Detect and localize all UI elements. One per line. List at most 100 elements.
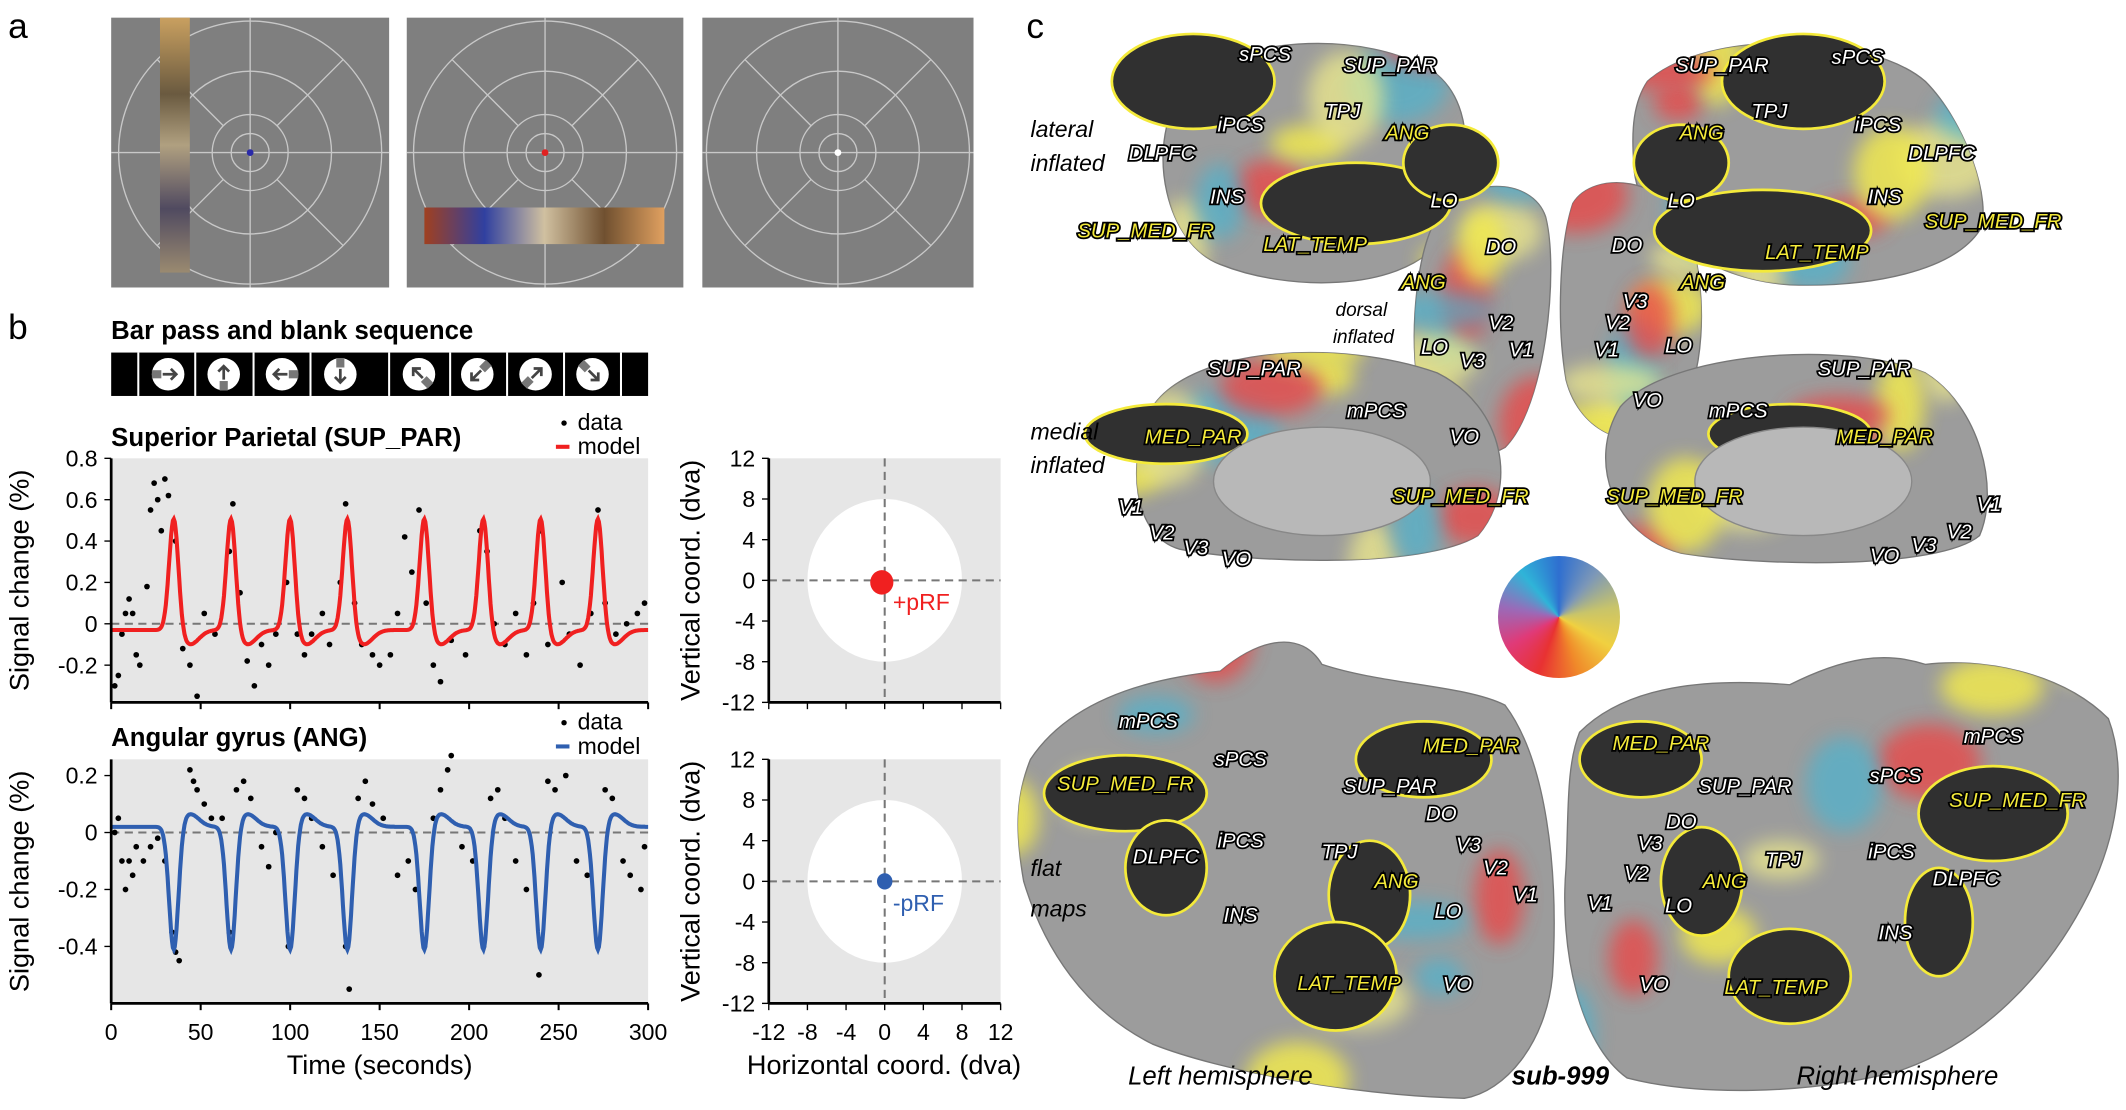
x-tick-label: 150 xyxy=(360,1019,398,1045)
data-point xyxy=(308,631,315,637)
roi-label-mpcs: mPCS xyxy=(1964,726,2023,748)
polar-grid-line xyxy=(571,59,639,127)
x-tick-label: 100 xyxy=(271,1019,309,1045)
activation-blob xyxy=(1117,695,1194,734)
roi-outline xyxy=(1917,764,2070,863)
data-point xyxy=(545,641,551,648)
roi-label-v2: V2 xyxy=(1624,863,1649,885)
data-point xyxy=(573,858,580,864)
data-point xyxy=(144,583,150,590)
data-point xyxy=(162,476,168,482)
activation-blob xyxy=(1307,51,1384,147)
data-point xyxy=(362,778,369,785)
y-axis-label: Signal change (%) xyxy=(3,771,34,993)
roi-outline xyxy=(1727,927,1853,1026)
data-point xyxy=(230,500,236,507)
data-point xyxy=(129,872,136,879)
data-point xyxy=(641,600,648,606)
data-point xyxy=(265,863,272,870)
bar-direction-icon xyxy=(402,357,436,391)
data-point xyxy=(119,858,125,864)
bar-direction-icon xyxy=(207,357,240,391)
x-axis-label: Time (seconds) xyxy=(287,1049,473,1080)
data-point xyxy=(129,610,136,617)
roi-label-mpcs: mPCS xyxy=(1119,711,1178,733)
plot-area xyxy=(111,759,649,1004)
data-point xyxy=(111,829,118,836)
data-point xyxy=(602,786,608,793)
icon-bar xyxy=(521,376,534,389)
roi-outline xyxy=(1273,920,1398,1032)
roi-outline xyxy=(1903,866,1975,978)
data-point xyxy=(219,815,225,822)
roi-label-v3: V3 xyxy=(1456,835,1482,857)
polar-grid-line xyxy=(276,59,344,127)
x-tick-label: 0 xyxy=(878,1019,891,1045)
x-tick-label: -4 xyxy=(836,1019,857,1045)
legend-data-marker xyxy=(561,420,567,426)
roi-label-sup-med-fr: SUP_MED_FR xyxy=(1606,486,1743,508)
legend-data-label: data xyxy=(578,709,623,735)
polar-grid-line xyxy=(451,59,519,127)
data-point xyxy=(487,795,494,802)
roi-label-dlpfc: DLPFC xyxy=(1129,143,1196,165)
roi-label-v2: V2 xyxy=(1483,858,1508,880)
x-tick-label: -12 xyxy=(752,1019,785,1045)
roi-label-do: DO xyxy=(1486,237,1517,259)
panel-letter-c: c xyxy=(1026,7,1044,46)
roi-label-med-par: MED_PAR xyxy=(1836,426,1933,448)
x-tick-label: 0 xyxy=(105,1019,118,1045)
data-point xyxy=(376,662,383,669)
roi-outline xyxy=(1659,825,1744,937)
side-label-flat-2: maps xyxy=(1030,896,1087,922)
data-point xyxy=(190,778,197,785)
roi-label-sup-med-fr: SUP_MED_FR xyxy=(1392,486,1529,508)
arrow-icon xyxy=(470,369,483,382)
roi-label-v1: V1 xyxy=(1513,885,1538,907)
data-point xyxy=(151,480,157,486)
icon-bar xyxy=(479,359,492,373)
roi-outline xyxy=(1083,402,1249,466)
x-tick-label: 8 xyxy=(956,1019,969,1045)
data-point xyxy=(140,858,147,864)
x-tick-label: 300 xyxy=(629,1019,667,1045)
x-tick-label: 4 xyxy=(917,1019,930,1045)
model-line xyxy=(111,513,649,647)
side-label-dorsal-2: inflated xyxy=(1333,327,1396,348)
left-hemisphere-label: Left hemisphere xyxy=(1128,1063,1313,1091)
roi-label-ang: ANG xyxy=(1384,123,1429,145)
data-point xyxy=(641,843,648,850)
panel-letter-b: b xyxy=(8,308,28,347)
y-tick-label: 12 xyxy=(730,746,756,772)
data-point xyxy=(194,786,200,793)
roi-label-v3: V3 xyxy=(1638,833,1664,855)
data-point xyxy=(595,507,601,513)
data-point xyxy=(258,843,265,850)
roi-label-spcs: sPCS xyxy=(1215,749,1267,771)
roi-label-dlpfc: DLPFC xyxy=(1933,868,2000,890)
polar-grid-line xyxy=(744,178,812,247)
activation-blob xyxy=(1246,1041,1350,1099)
bar-direction-icon xyxy=(576,357,609,391)
activation-blob xyxy=(1474,849,1524,945)
y-axis-label: Signal change (%) xyxy=(3,470,34,692)
data-point xyxy=(387,651,394,658)
data-point xyxy=(208,815,215,822)
corpus-callosum-right xyxy=(1694,426,1913,537)
data-point xyxy=(369,801,376,807)
plot-title: Superior Parietal (SUP_PAR) xyxy=(111,424,461,452)
polar-angle-color-wheel xyxy=(1498,556,1620,678)
roi-label-tpj: TPJ xyxy=(1324,101,1361,123)
roi-label-sup-par: SUP_PAR xyxy=(1675,55,1769,77)
roi-label-dlpfc: DLPFC xyxy=(1908,143,1975,165)
data-point xyxy=(133,651,140,658)
polar-grid-line xyxy=(744,59,812,127)
data-point xyxy=(265,662,272,669)
roi-label-sup-par: SUP_PAR xyxy=(1343,55,1437,77)
data-point xyxy=(346,986,353,992)
activation-blob xyxy=(1921,354,1971,403)
roi-label-v2: V2 xyxy=(1150,523,1175,545)
roi-label-tpj: TPJ xyxy=(1765,849,1802,871)
roi-label-lo: LO xyxy=(1421,337,1448,359)
